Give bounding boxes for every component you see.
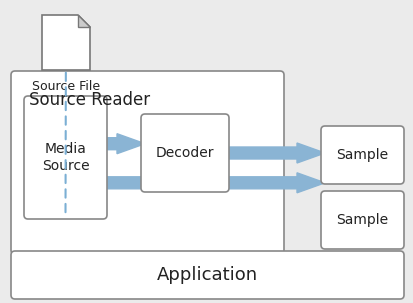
FancyArrow shape	[103, 134, 145, 154]
FancyArrow shape	[224, 143, 324, 163]
FancyBboxPatch shape	[24, 96, 107, 219]
Text: Source File: Source File	[32, 80, 100, 93]
FancyBboxPatch shape	[320, 126, 403, 184]
Text: Decoder: Decoder	[155, 146, 214, 160]
Polygon shape	[42, 15, 90, 70]
Text: Application: Application	[157, 266, 257, 284]
FancyBboxPatch shape	[11, 71, 283, 254]
Text: Source Reader: Source Reader	[29, 91, 150, 109]
FancyArrow shape	[103, 173, 324, 193]
FancyBboxPatch shape	[141, 114, 228, 192]
Polygon shape	[78, 15, 90, 27]
FancyBboxPatch shape	[320, 191, 403, 249]
Text: Sample: Sample	[336, 148, 388, 162]
Text: Media
Source: Media Source	[42, 142, 89, 173]
Text: Sample: Sample	[336, 213, 388, 227]
FancyBboxPatch shape	[11, 251, 403, 299]
